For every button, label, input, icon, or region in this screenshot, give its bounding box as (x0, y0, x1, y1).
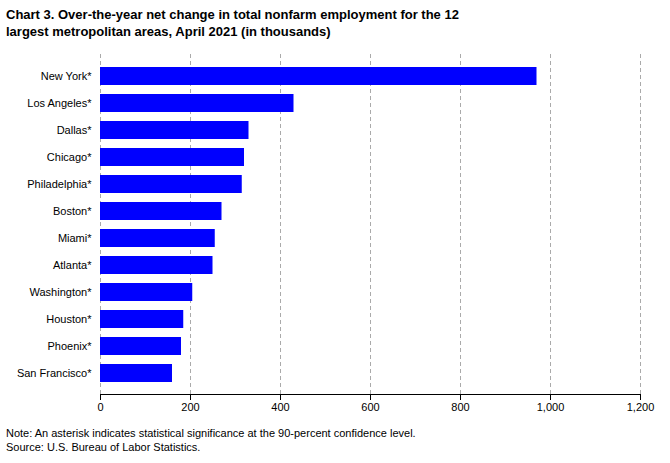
svg-text:400: 400 (271, 401, 289, 413)
svg-text:Washington*: Washington* (30, 286, 93, 298)
svg-text:Miami*: Miami* (58, 232, 92, 244)
svg-text:Phoenix*: Phoenix* (47, 340, 92, 352)
svg-text:200: 200 (181, 401, 199, 413)
svg-text:Los Angeles*: Los Angeles* (27, 97, 92, 109)
svg-text:Chicago*: Chicago* (47, 151, 92, 163)
svg-text:Houston*: Houston* (46, 313, 92, 325)
svg-text:Atlanta*: Atlanta* (53, 259, 92, 271)
svg-text:Dallas*: Dallas* (57, 124, 93, 136)
svg-text:Philadelphia*: Philadelphia* (27, 178, 92, 190)
svg-text:Boston*: Boston* (53, 205, 92, 217)
svg-text:New York*: New York* (41, 70, 92, 82)
svg-text:600: 600 (361, 401, 379, 413)
svg-text:0: 0 (97, 401, 103, 413)
html-text:Source: U.S. Bureau of Labor S: Source: U.S. Bureau of Labor Statistics. (6, 441, 201, 453)
html-text:Note: An asterisk indicates st: Note: An asterisk indicates statistical … (6, 427, 416, 439)
svg-text:1,000: 1,000 (537, 401, 565, 413)
svg-text:800: 800 (451, 401, 469, 413)
html-text:Chart 3. Over-the-year net cha: Chart 3. Over-the-year net change in tot… (6, 7, 459, 39)
svg-text:1,200: 1,200 (627, 401, 655, 413)
svg-text:San Francisco*: San Francisco* (17, 367, 92, 379)
